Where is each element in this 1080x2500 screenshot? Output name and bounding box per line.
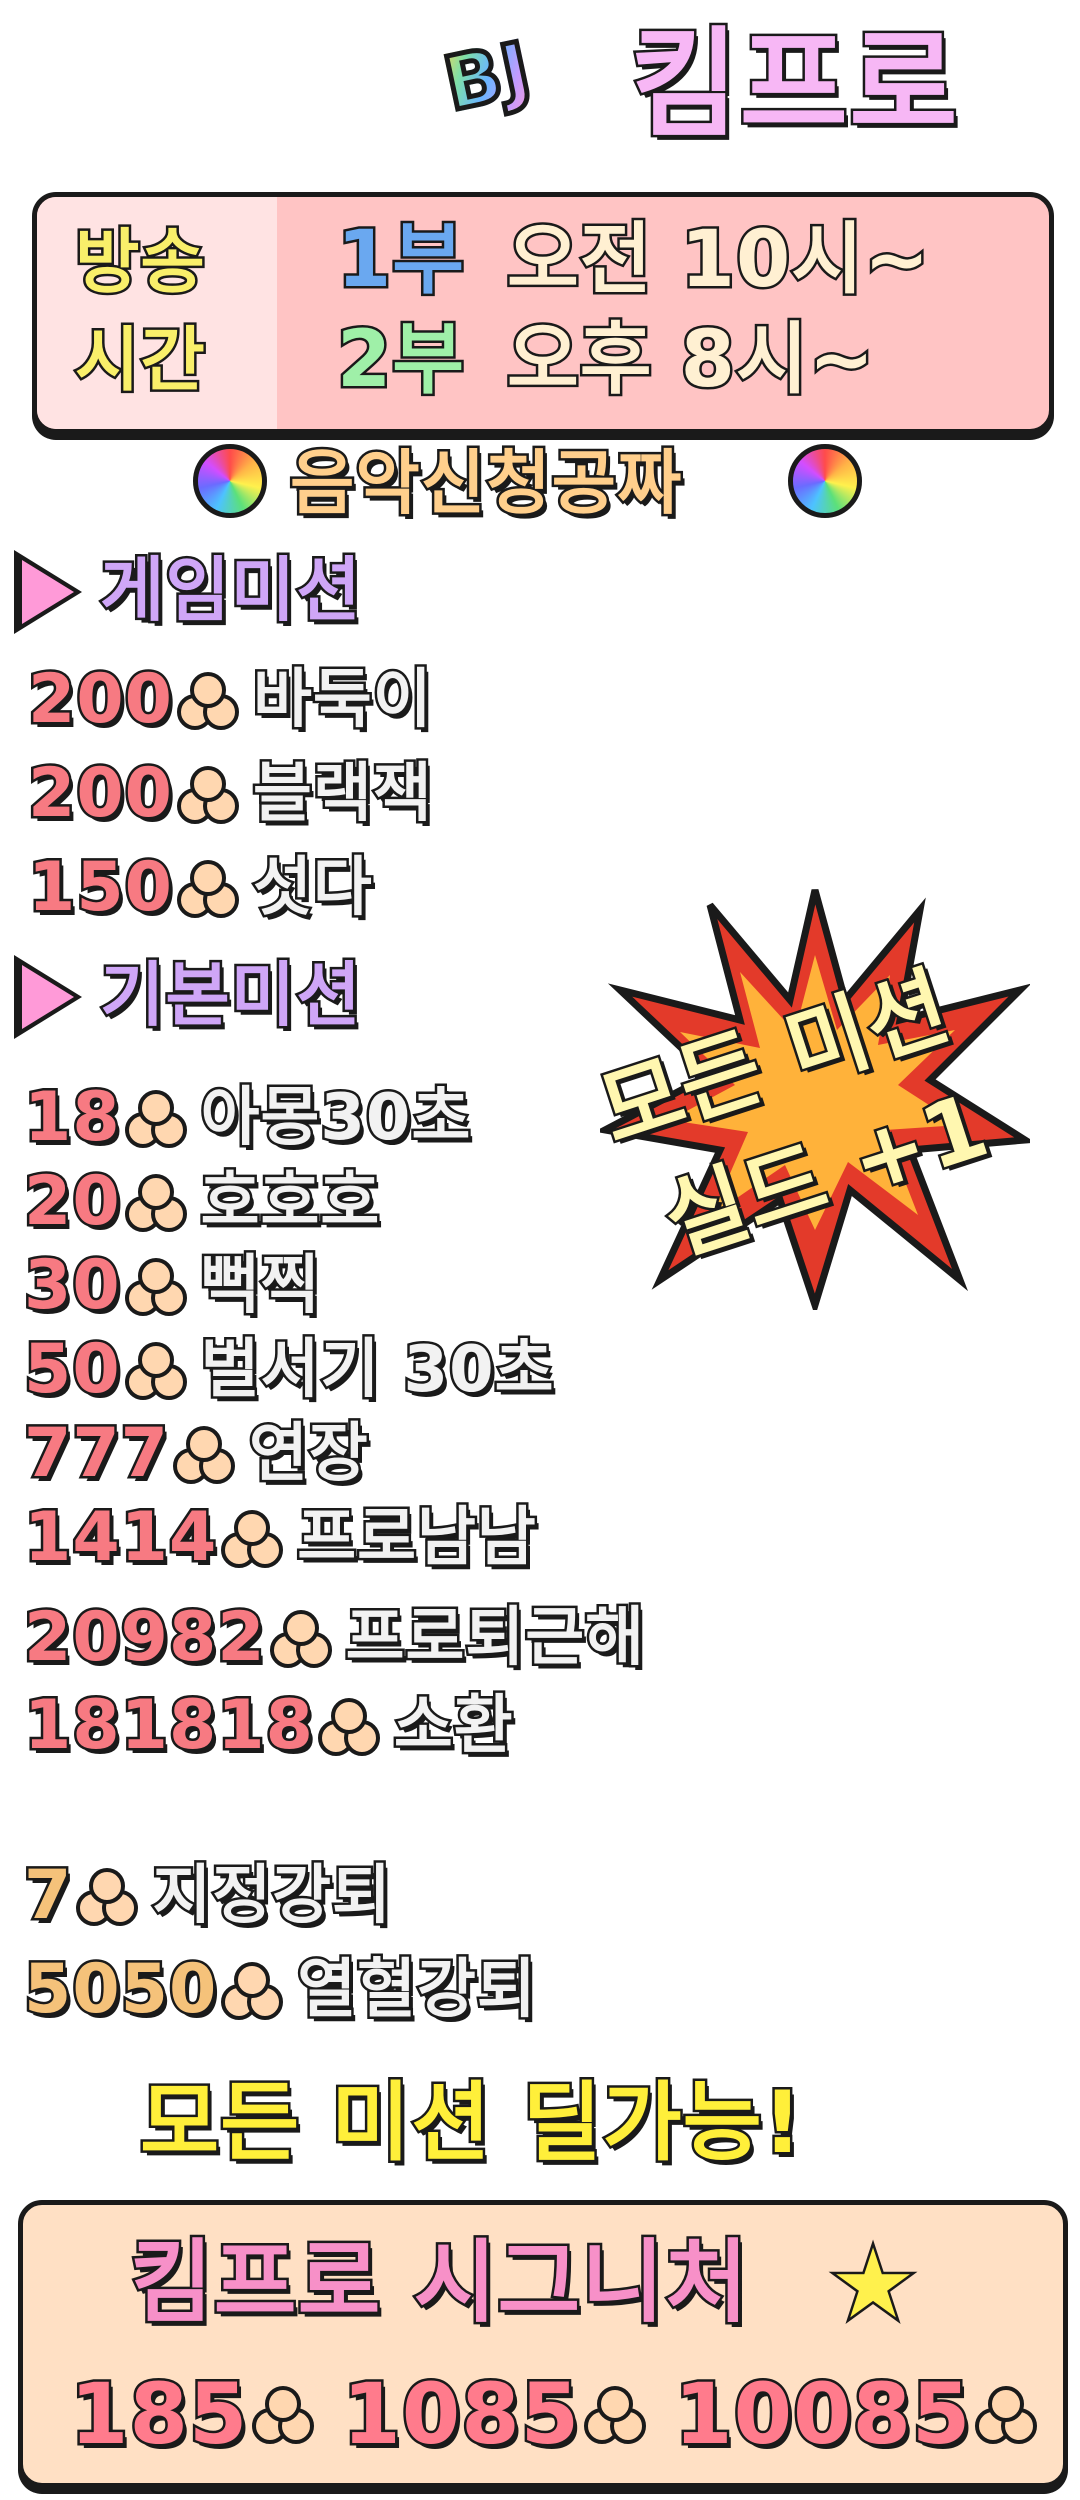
mission-label: 열혈강퇴: [295, 1953, 539, 2027]
schedule-time2: 오후 8시~: [504, 315, 876, 405]
mission-label: 섯다: [250, 851, 374, 925]
mission-label: 아몽30초: [198, 1081, 473, 1155]
kick-mission-list: 7 지정강퇴 5050 열혈강퇴: [21, 1856, 539, 2030]
explosion-burst-icon: [600, 889, 1030, 1310]
mission-amount: 5050: [21, 1950, 218, 2029]
list-item: 20982 프로퇴근해: [22, 1598, 647, 1678]
list-item: 150 섯다: [26, 848, 433, 928]
schedule-label-column: [37, 197, 277, 429]
mission-label: 지정강퇴: [150, 1859, 394, 1933]
mission-label: 호호호: [198, 1165, 382, 1239]
mission-amount: 1414: [21, 1498, 218, 1577]
mission-amount: 20: [22, 1162, 123, 1241]
balloon-icon: [317, 1698, 380, 1756]
list-item: 5050 열혈강퇴: [21, 1950, 539, 2030]
schedule-label-time: 시간: [73, 319, 208, 401]
signature-amounts: 185 1085 10085: [67, 2365, 1043, 2463]
mission-label: 바둑이: [250, 663, 434, 737]
list-item: 18 아몽30초: [22, 1078, 645, 1158]
mission-label: 블랙잭: [250, 757, 434, 831]
game-mission-list: 200 바둑이 200 블랙잭 150 섯다: [26, 660, 435, 928]
list-item: 30 뻑찍: [22, 1246, 645, 1326]
mission-label: 프로남남: [295, 1501, 539, 1575]
mission-amount: 777: [22, 1414, 171, 1493]
mission-amount: 20982: [22, 1598, 268, 1677]
balloon-icon: [975, 2386, 1038, 2444]
mission-amount: 200: [26, 754, 175, 833]
rainbow-ball-icon-left: [193, 444, 267, 518]
mission-amount: 181818: [22, 1686, 316, 1765]
rainbow-ball-icon-right: [788, 444, 862, 518]
balloon-icon: [252, 2386, 315, 2444]
mission-amount: 30: [22, 1246, 123, 1325]
mission-amount: 150: [26, 848, 175, 927]
list-item: 50 벌서기 30초: [22, 1330, 645, 1410]
mission-label: 소환: [391, 1689, 515, 1763]
balloon-icon: [584, 2386, 647, 2444]
balloon-icon: [221, 1510, 284, 1568]
signature-amount: 10085: [672, 2365, 973, 2463]
all-missions-deal-text: 모든 미션 딜가능!: [138, 2073, 805, 2173]
balloon-icon: [172, 1426, 235, 1484]
mission-amount: 200: [26, 660, 175, 739]
mission-label: 벌서기 30초: [198, 1333, 556, 1407]
balloon-icon: [269, 1610, 332, 1668]
signature-box: [18, 2200, 1068, 2488]
list-item: 181818 소환: [22, 1686, 645, 1766]
list-item: 200 바둑이: [26, 660, 435, 740]
balloon-icon: [76, 1868, 139, 1926]
mission-label: 연장: [246, 1417, 370, 1491]
game-mission-title: 게임미션: [98, 549, 364, 631]
schedule-part2: 2부: [334, 315, 466, 405]
mission-amount: 18: [22, 1078, 123, 1157]
broadcast-schedule-box: 방송 시간 1부 오전 10시~ 2부 오후 8시~: [32, 192, 1054, 434]
list-item: 200 블랙잭: [26, 754, 435, 834]
schedule-time1: 오전 10시~: [504, 215, 931, 305]
schedule-part1: 1부: [334, 215, 466, 305]
list-item: 1414 프로남남: [21, 1498, 645, 1578]
play-triangle-icon: [14, 955, 82, 1039]
mission-label: 프로퇴근해: [343, 1601, 646, 1675]
list-item: 777 연장: [22, 1414, 645, 1494]
signature-title: 킴프로 시그니처: [128, 2230, 751, 2335]
signature-amount: 185: [67, 2365, 249, 2463]
balloon-icon: [124, 1174, 187, 1232]
star-icon: ★: [827, 2228, 918, 2340]
mission-amount: 7: [21, 1856, 73, 1935]
balloon-icon: [124, 1258, 187, 1316]
music-request-text: 음악신청공짜: [287, 442, 683, 524]
balloon-icon: [124, 1090, 187, 1148]
schedule-label-broadcast: 방송: [73, 221, 208, 303]
basic-mission-list: 18 아몽30초 20 호호호 30 뻑찍 50 벌서기 30초 777 연장 …: [21, 1078, 647, 1766]
signature-amount: 1085: [340, 2365, 582, 2463]
basic-mission-title: 기본미션: [98, 954, 364, 1036]
mission-amount: 50: [22, 1330, 123, 1409]
play-triangle-icon: [14, 550, 82, 634]
balloon-icon: [124, 1342, 187, 1400]
balloon-icon: [176, 672, 239, 730]
list-item: 20 호호호: [22, 1162, 645, 1242]
mission-label: 뻑찍: [198, 1249, 322, 1323]
bj-prefix: BJ: [434, 24, 541, 131]
balloon-icon: [176, 860, 239, 918]
streamer-name: 킴프로: [628, 15, 961, 153]
list-item: 7 지정강퇴: [21, 1856, 537, 1936]
balloon-icon: [221, 1962, 284, 2020]
balloon-icon: [176, 766, 239, 824]
